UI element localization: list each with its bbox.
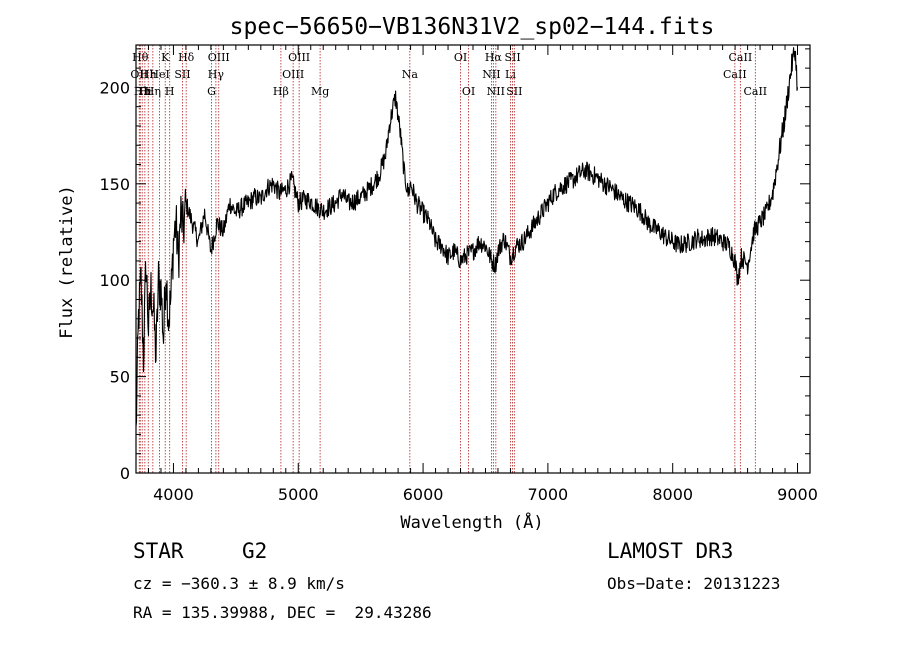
- spectral-line-label: Hi: [138, 85, 152, 98]
- spectral-line-label: Na: [402, 68, 419, 81]
- spectral-line-label: OIII: [208, 51, 230, 64]
- spectral-line-label: SII: [174, 68, 190, 81]
- spectral-line-label: OI: [462, 85, 475, 98]
- spectral-line-label: SII: [506, 85, 522, 98]
- y-tick-label: 0: [120, 464, 130, 483]
- spectral-line-label: CaII: [729, 51, 753, 64]
- y-axis-label: Flux (relative): [57, 185, 77, 339]
- spectral-line-label: OI: [454, 51, 467, 64]
- spectral-line-label: NII: [487, 85, 505, 98]
- spectrum-series: [135, 47, 799, 427]
- spectral-line-label: Hθ: [132, 51, 149, 64]
- spectral-line-label: Hβ: [273, 85, 289, 98]
- spectral-line-labels: HθOIIHhHiHhHηHeIKHSIIHδGHγOIIIHβOIIIOIII…: [130, 51, 767, 98]
- x-tick-label: 9000: [777, 485, 818, 504]
- x-tick-label: 6000: [403, 485, 444, 504]
- redshift-cz: cz = −360.3 ± 8.9 km/s: [133, 574, 345, 593]
- spectral-line-label: CaII: [723, 68, 747, 81]
- spectral-line-label: Hα: [485, 51, 503, 64]
- y-tick-label: 150: [99, 175, 130, 194]
- spectral-line-label: SII: [504, 51, 520, 64]
- spectrum-line: [135, 47, 799, 427]
- x-tick-label: 8000: [652, 485, 693, 504]
- x-axis-label: Wavelength (Å): [400, 511, 543, 533]
- spectral-line-label: OII: [130, 68, 148, 81]
- spectral-line-label: Hh: [134, 85, 151, 98]
- object-class: STAR: [133, 539, 184, 563]
- observation-date: Obs−Date: 20131223: [607, 574, 781, 593]
- y-axis-ticks: 0 50 100 150 200: [99, 48, 810, 483]
- spectral-line-label: G: [207, 85, 216, 98]
- spectral-line-label: Hδ: [178, 51, 195, 64]
- spectral-line-label: H: [165, 85, 175, 98]
- spectral-line-label: OIII: [282, 68, 304, 81]
- spectral-line-label: OIII: [288, 51, 310, 64]
- coordinates: RA = 135.39988, DEC = 29.43286: [133, 603, 432, 622]
- spectral-line-label: NII: [482, 68, 500, 81]
- x-axis-ticks: 4000 5000 6000 7000 8000 9000: [135, 45, 818, 504]
- chart-title: spec−56650−VB136N31V2_sp02−144.fits: [230, 14, 715, 40]
- spectral-line-label: Hh: [140, 68, 157, 81]
- survey-name: LAMOST DR3: [607, 539, 734, 563]
- spectral-line-label: K: [161, 51, 170, 64]
- spectral-line-label: Li: [505, 68, 516, 81]
- x-tick-label: 7000: [528, 485, 569, 504]
- spectral-subclass: G2: [242, 539, 268, 563]
- spectral-line-label: CaII: [743, 85, 767, 98]
- y-tick-label: 50: [110, 368, 130, 387]
- spectral-line-label: Hη: [145, 85, 161, 98]
- spectral-line-label: Hγ: [208, 68, 225, 81]
- spectral-line-label: Mg: [311, 85, 329, 98]
- y-tick-label: 100: [99, 271, 130, 290]
- spectral-line-label: HeI: [149, 68, 169, 81]
- x-tick-label: 5000: [278, 485, 319, 504]
- y-tick-label: 200: [99, 78, 130, 97]
- x-tick-label: 4000: [153, 485, 194, 504]
